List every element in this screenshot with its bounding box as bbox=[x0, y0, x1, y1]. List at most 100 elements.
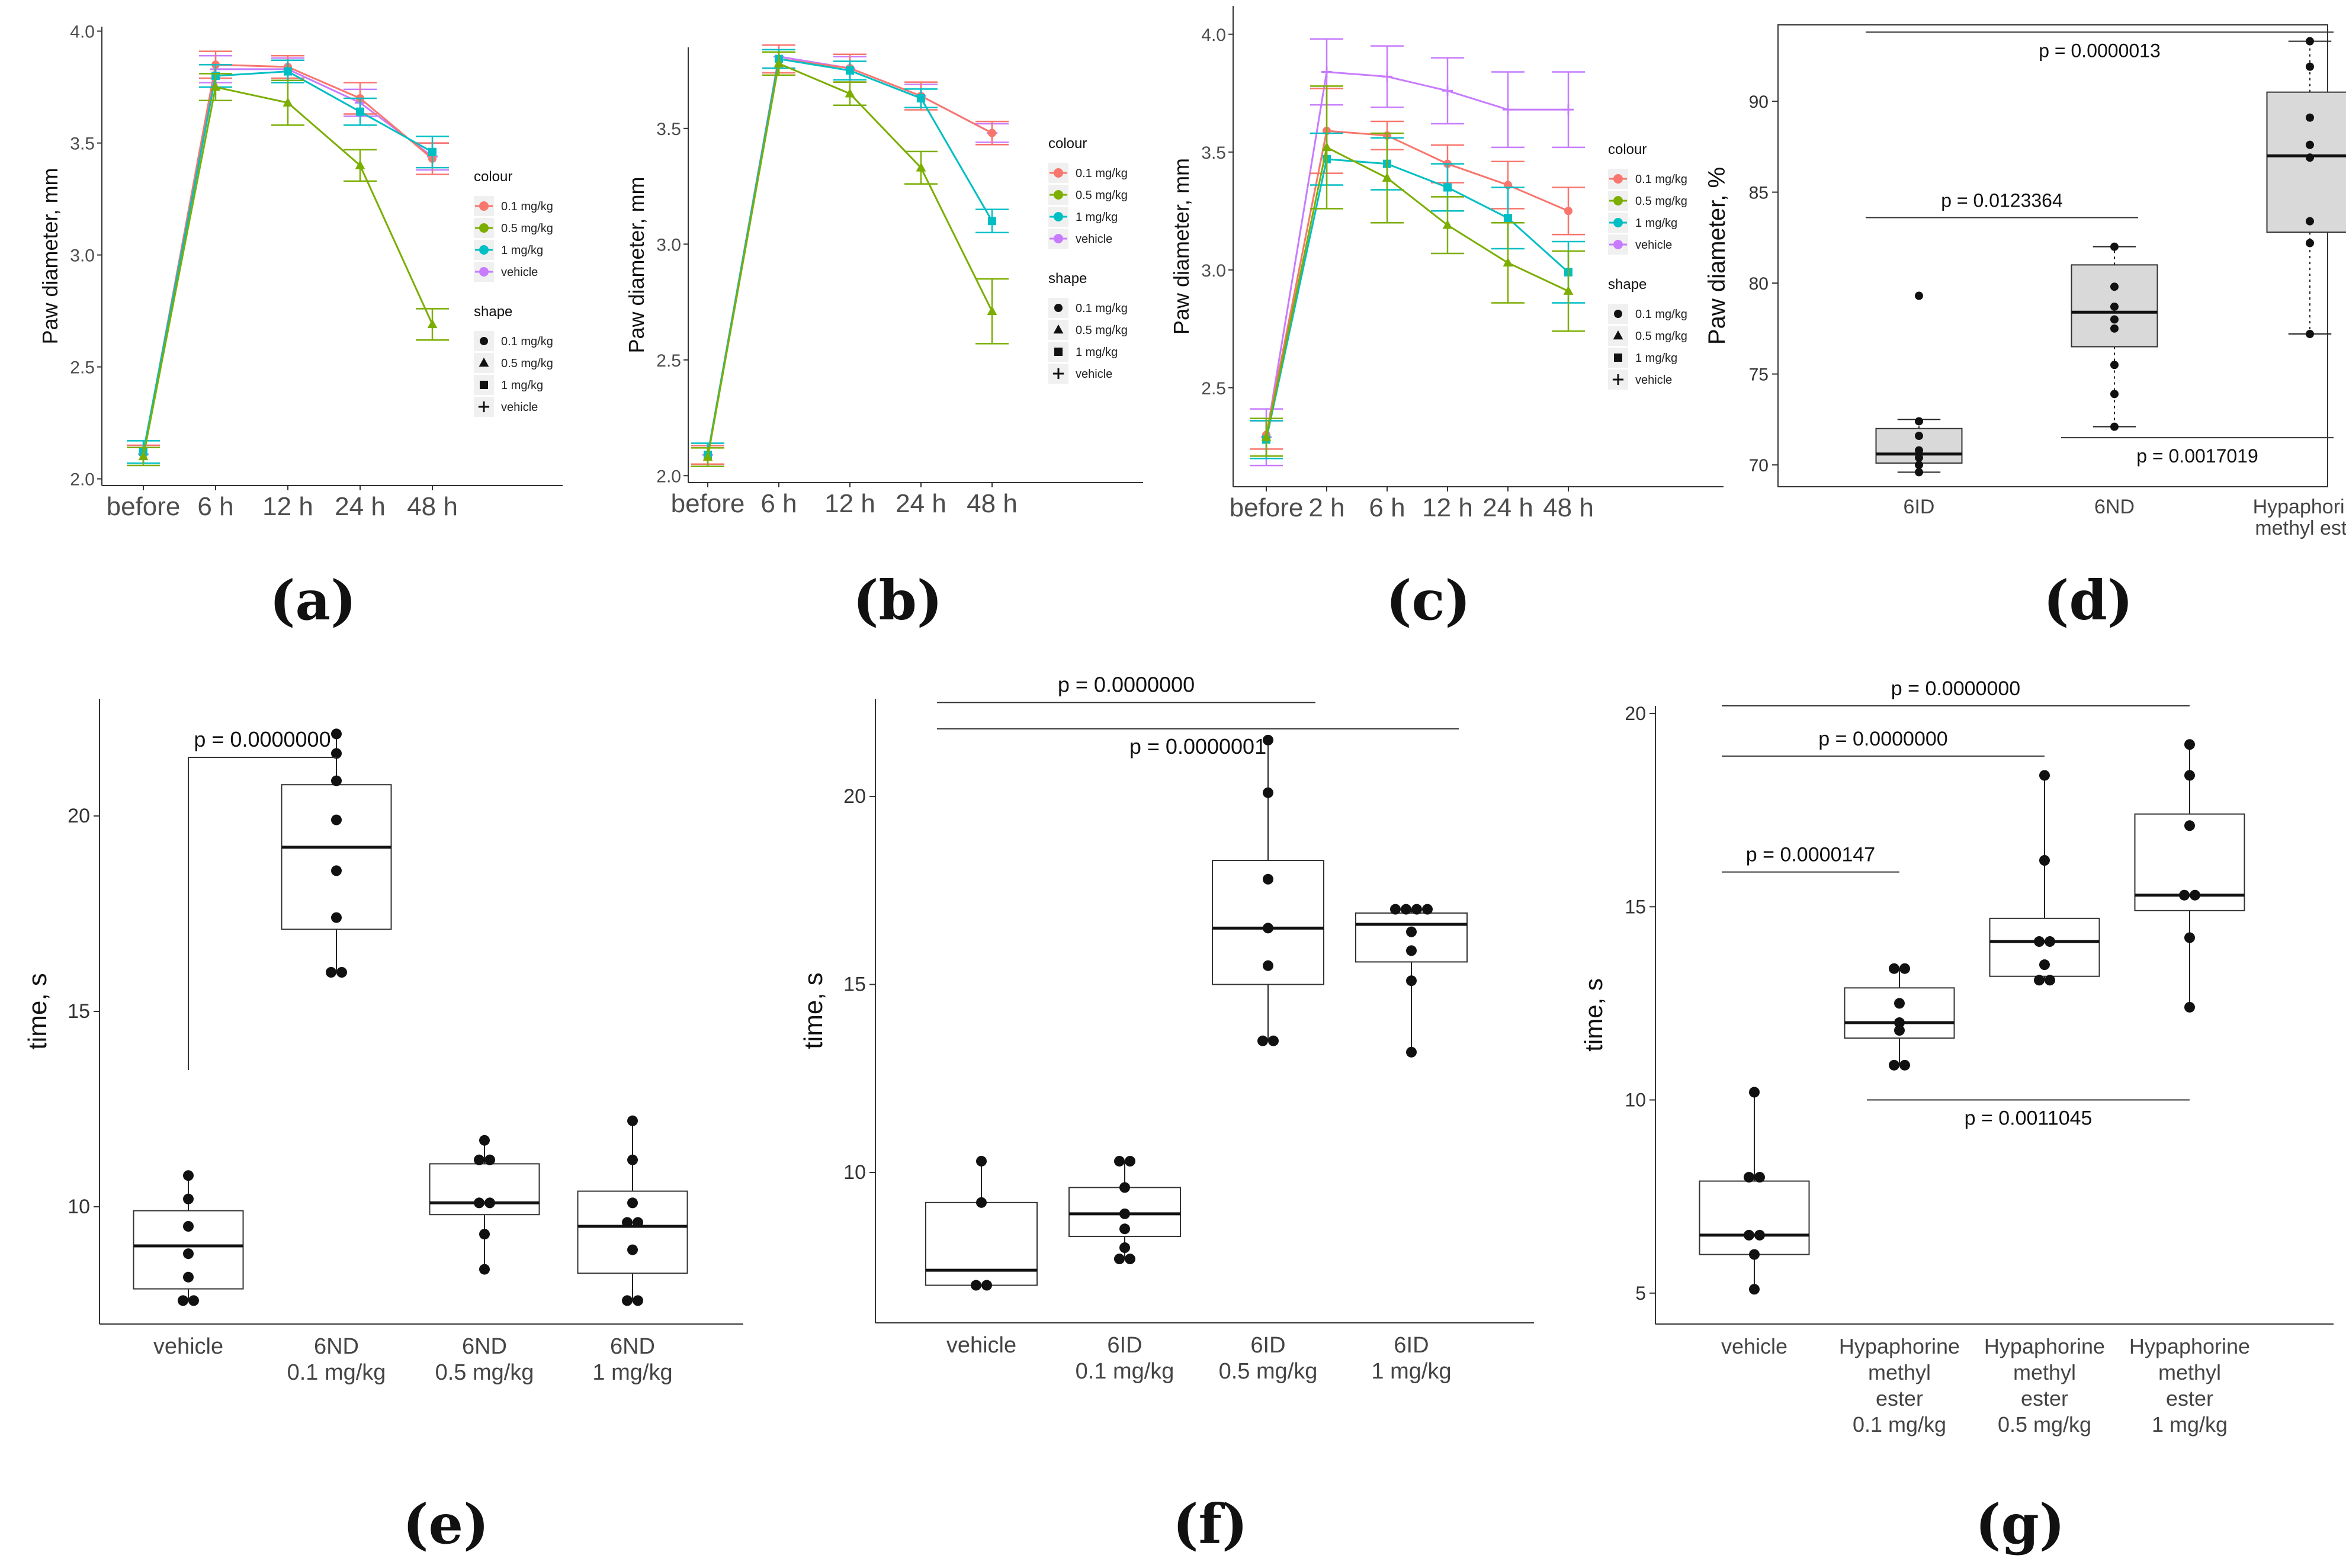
legend-label: 1 mg/kg bbox=[1635, 352, 1677, 365]
data-point bbox=[2306, 113, 2314, 122]
box-group bbox=[925, 1155, 1038, 1291]
data-point bbox=[183, 1221, 194, 1232]
data-point bbox=[976, 1197, 987, 1208]
data-point bbox=[1382, 172, 1392, 182]
x-tick-label: before bbox=[107, 492, 181, 521]
x-tick-label: 6 h bbox=[1369, 493, 1405, 522]
series-vehicle bbox=[1250, 38, 1585, 467]
y-tick-label: 2.5 bbox=[70, 358, 95, 378]
data-point bbox=[183, 1193, 194, 1204]
data-point bbox=[331, 748, 342, 759]
data-point bbox=[1406, 945, 1417, 956]
box-group bbox=[2071, 242, 2158, 431]
data-point bbox=[1915, 461, 1923, 470]
legend-label: 1 mg/kg bbox=[1076, 346, 1118, 359]
legend-shape-key bbox=[479, 357, 489, 367]
p-value-label: p = 0.0017019 bbox=[2136, 445, 2258, 467]
series-line bbox=[1265, 158, 1570, 440]
legend-label: 0.5 mg/kg bbox=[1076, 189, 1128, 202]
data-point bbox=[331, 814, 342, 825]
legend-key-dot bbox=[479, 201, 489, 211]
legend-key-dot bbox=[479, 223, 489, 233]
data-point bbox=[210, 81, 221, 91]
x-tick-label: Hypaphorine bbox=[1984, 1334, 2105, 1358]
data-point bbox=[1263, 734, 1273, 746]
legend-label: 0.1 mg/kg bbox=[1076, 302, 1128, 315]
panel-label-a: (a) bbox=[269, 568, 357, 632]
legend-label: 0.1 mg/kg bbox=[501, 200, 553, 213]
data-point bbox=[1562, 104, 1574, 115]
legend-shape-key bbox=[1614, 354, 1622, 362]
panel-label-f: (f) bbox=[1173, 1492, 1248, 1556]
legend-shape-key bbox=[1052, 368, 1064, 380]
data-point bbox=[917, 94, 925, 103]
data-point bbox=[633, 1217, 643, 1228]
data-point bbox=[1503, 257, 1513, 267]
legend-label: vehicle bbox=[1635, 239, 1672, 252]
legend: colour 0.1 mg/kg 0.5 mg/kg 1 mg/kg vehicle sh… bbox=[1048, 136, 1128, 384]
data-point bbox=[1125, 1155, 1135, 1167]
box-group bbox=[1068, 1155, 1181, 1265]
data-point bbox=[178, 1295, 188, 1306]
data-point bbox=[355, 160, 365, 169]
data-point bbox=[1442, 220, 1453, 229]
comparison-bracket: p = 0.0000000 bbox=[188, 727, 336, 1070]
panel-a: 2.0 2.5 3.0 3.5 4.0 before 6 h 12 h 24 h 48 h Paw … bbox=[0, 0, 580, 634]
x-tick-label: 48 h bbox=[407, 492, 458, 521]
x-tick-label: 6ID bbox=[1904, 496, 1935, 518]
x-tick-label: 2 h bbox=[1308, 493, 1344, 522]
data-point bbox=[1125, 1254, 1135, 1265]
x-tick-label: vehicle bbox=[153, 1334, 223, 1359]
data-point bbox=[183, 1170, 194, 1181]
comparison-bracket: p = 0.0000147 bbox=[1722, 844, 1899, 873]
data-point bbox=[1442, 85, 1453, 97]
series-line bbox=[707, 62, 993, 458]
data-point bbox=[1889, 963, 1899, 974]
panel-f: 10 15 20 time, s vehicle 6ID 0.1 mg/kg 6ID 0.5 m… bbox=[788, 663, 1558, 1568]
p-value-label: p = 0.0000147 bbox=[1746, 844, 1875, 866]
y-tick-label: 2.0 bbox=[656, 467, 681, 486]
data-point bbox=[2184, 739, 2195, 750]
legend-shape-key bbox=[478, 401, 490, 413]
series-line bbox=[1265, 146, 1569, 438]
box-group bbox=[1875, 291, 1963, 477]
legend-label: vehicle bbox=[1076, 233, 1112, 246]
data-point bbox=[981, 1280, 992, 1291]
data-point bbox=[2110, 282, 2119, 291]
y-axis-label: time, s bbox=[1580, 978, 1607, 1052]
data-point bbox=[356, 107, 364, 116]
y-tick-label: 20 bbox=[68, 805, 90, 827]
y-tick-label: 10 bbox=[68, 1196, 90, 1218]
panel-g: 5 10 15 20 time, s vehicle Hypaphorine methyl es… bbox=[1580, 663, 2346, 1568]
legend-label: 0.5 mg/kg bbox=[501, 222, 553, 235]
panel-label-g: (g) bbox=[1975, 1492, 2065, 1556]
data-point bbox=[1321, 142, 1332, 152]
data-point bbox=[1406, 1046, 1417, 1058]
y-tick-label: 80 bbox=[1749, 274, 1769, 294]
legend-shape-key bbox=[1614, 310, 1622, 318]
y-tick-label: 2.5 bbox=[656, 351, 681, 371]
data-point bbox=[1899, 963, 1910, 974]
data-point bbox=[1894, 998, 1905, 1009]
x-tick-label: 48 h bbox=[1543, 493, 1594, 522]
legend-label: 0.5 mg/kg bbox=[501, 357, 553, 370]
series-vehicle bbox=[691, 44, 1009, 465]
comparison-bracket: p = 0.0123364 bbox=[1866, 190, 2138, 219]
panel-label-d: (d) bbox=[2043, 568, 2133, 632]
data-point bbox=[428, 147, 437, 156]
legend: colour 0.1 mg/kg 0.5 mg/kg 1 mg/kg vehicle sh… bbox=[1608, 142, 1687, 390]
y-tick-label: 3.0 bbox=[656, 235, 681, 255]
data-point bbox=[845, 88, 855, 98]
series-0-5-mg-kg bbox=[691, 51, 1009, 467]
data-point bbox=[1502, 104, 1514, 115]
data-point bbox=[2045, 936, 2055, 947]
p-value-label: p = 0.0123364 bbox=[1941, 190, 2063, 211]
data-point bbox=[283, 97, 293, 107]
series-line bbox=[707, 57, 993, 455]
data-point bbox=[2110, 324, 2119, 333]
legend-shape-key bbox=[1613, 330, 1623, 340]
data-point bbox=[1321, 66, 1333, 78]
data-point bbox=[479, 1264, 490, 1275]
